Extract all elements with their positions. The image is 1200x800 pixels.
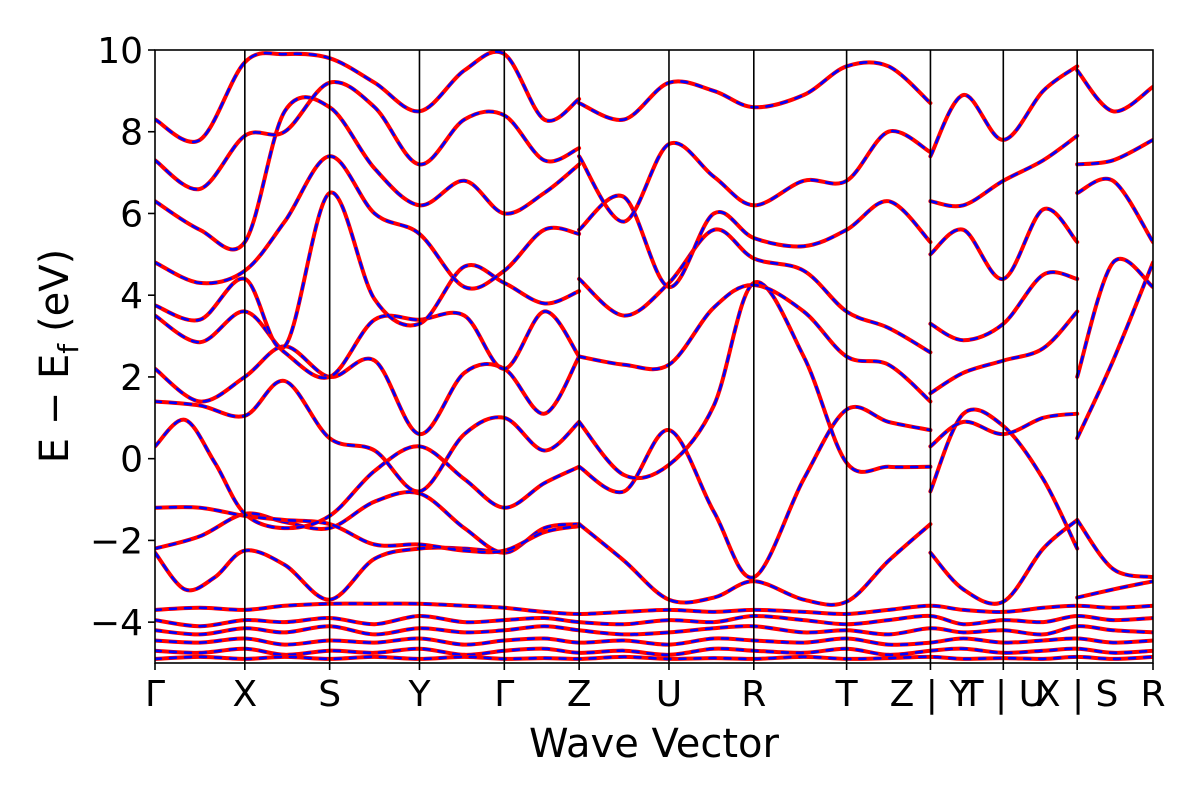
x-tick-label: X | S: [1036, 674, 1119, 715]
band-line: [155, 505, 582, 555]
band-line: [577, 193, 933, 289]
band-line-overlay: [155, 155, 581, 290]
band-line-overlay: [1075, 580, 1153, 599]
y-tick-label: 10: [97, 31, 143, 72]
band-line-overlay: [1075, 257, 1153, 379]
band-line-overlay: [1075, 261, 1153, 440]
band-line: [155, 309, 582, 380]
x-tick-label: R: [1140, 674, 1165, 715]
x-tick-label: X: [232, 674, 257, 715]
band-line: [155, 378, 582, 494]
band-line-overlay: [155, 418, 581, 530]
y-axis-label-unit: (eV): [32, 249, 78, 332]
x-tick-label: Z | Y: [890, 674, 973, 715]
band-line: [1075, 260, 1153, 441]
y-axis-label-subscript: f: [52, 343, 85, 354]
x-axis-ticks: Γ X S Y Γ Z U R T Z | YT | UX | S R: [145, 663, 1166, 715]
x-tick-label: Y: [407, 674, 431, 715]
band-line-overlay: [155, 95, 581, 251]
y-tick-label: 4: [120, 276, 143, 317]
band-line-overlay: [155, 80, 581, 191]
band-line: [1075, 518, 1153, 580]
band-line-overlay: [1075, 138, 1153, 166]
band-line-overlay: [1075, 518, 1153, 579]
band-line-overlay: [577, 522, 932, 607]
x-tick-label: R: [741, 674, 766, 715]
x-tick-label: Γ: [494, 674, 514, 715]
band-line-overlay: [155, 505, 581, 554]
band-line: [577, 522, 933, 607]
band-line-overlay: [577, 129, 932, 223]
band-line: [1075, 176, 1153, 245]
band-line-overlay: [929, 65, 1079, 158]
x-tick-label: T | U: [961, 674, 1045, 715]
band-line: [577, 227, 933, 355]
band-line: [577, 282, 933, 404]
plot-frame: [154, 49, 1154, 664]
band-line-overlay: [577, 228, 932, 354]
band-line: [1075, 68, 1153, 114]
band-line-overlay: [155, 50, 581, 144]
band-line: [1075, 137, 1153, 167]
band-line-overlay: [577, 60, 932, 122]
band-line: [577, 60, 933, 122]
y-axis-label: E − Ef (eV): [32, 249, 85, 464]
y-tick-label: −2: [90, 521, 143, 562]
band-line: [155, 154, 582, 291]
x-tick-label: Z: [567, 674, 592, 715]
band-line-overlay: [155, 546, 506, 602]
band-line-overlay: [577, 283, 932, 403]
band-line-overlay: [1075, 69, 1153, 113]
y-tick-label: 2: [120, 358, 143, 399]
y-tick-label: −4: [90, 603, 143, 644]
band-line: [155, 80, 582, 192]
y-tick-label: 0: [120, 440, 143, 481]
band-line-overlay: [1075, 177, 1153, 244]
x-tick-label: U: [656, 674, 682, 715]
band-line-overlay: [155, 310, 581, 380]
band-line: [577, 405, 933, 580]
x-tick-label: S: [318, 674, 341, 715]
y-axis-ticks: 10 8 6 4 2 0 −2 −4: [90, 31, 155, 644]
kpoint-lines: [244, 50, 1078, 663]
x-tick-label: T: [835, 674, 859, 715]
x-tick-label: Γ: [145, 674, 165, 715]
x-axis-label: Wave Vector: [529, 721, 780, 767]
band-line-overlay: [577, 280, 932, 480]
band-line: [577, 280, 933, 481]
band-line-overlay: [929, 412, 1079, 448]
band-line-overlay: [155, 344, 581, 436]
band-line-overlay: [577, 405, 932, 579]
y-axis-label-main: E − E: [32, 354, 78, 464]
y-tick-label: 8: [120, 113, 143, 154]
y-tick-label: 6: [120, 194, 143, 235]
band-line: [155, 490, 582, 555]
